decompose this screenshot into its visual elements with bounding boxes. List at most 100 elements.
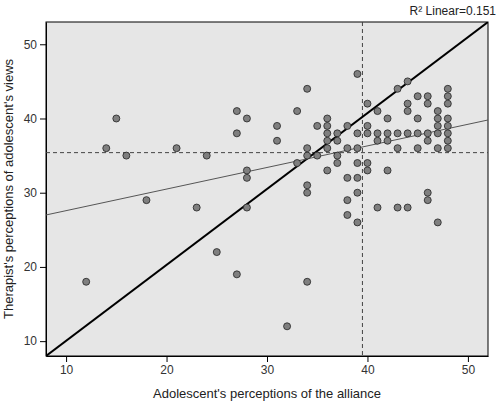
point [354,70,361,77]
point [444,93,451,100]
point [424,93,431,100]
point [424,137,431,144]
point [324,167,331,174]
point [444,145,451,152]
point [404,78,411,85]
tick: 50 [462,356,476,377]
tick-mark [40,193,46,194]
tick-mark [40,267,46,268]
point [203,152,210,159]
point [354,130,361,137]
tick-mark [468,356,469,362]
y-axis-title: Therapist's perceptions of adolescent's … [1,58,16,319]
point [243,167,250,174]
point [243,174,250,181]
point [434,122,441,129]
tick-label: 30 [261,363,275,377]
point [274,122,281,129]
point [424,130,431,137]
point [83,278,90,285]
point [243,115,250,122]
point [334,160,341,167]
tick: 40 [361,356,375,377]
point [334,130,341,137]
point [404,204,411,211]
tick: 50 [24,38,46,52]
point [324,122,331,129]
point [444,122,451,129]
mean-x-line [362,22,363,356]
point [294,108,301,115]
fit-line [46,120,488,215]
point [434,219,441,226]
tick-label: 40 [24,112,38,126]
y-axis: 10 20 30 40 50 [24,23,47,357]
marks [46,22,488,356]
tick: 30 [24,186,46,200]
tick: 10 [24,334,46,348]
point [444,137,451,144]
point [364,167,371,174]
tick-label: 10 [60,363,74,377]
point [414,93,421,100]
point [173,145,180,152]
tick-label: 10 [24,334,38,348]
annotation: R² Linear=0.151 [410,4,497,18]
point [284,323,291,330]
tick-label: 30 [24,186,38,200]
point [324,145,331,152]
point [113,115,120,122]
tick-mark [40,341,46,342]
point [304,145,311,152]
point [344,174,351,181]
point [304,278,311,285]
point [364,160,371,167]
point [384,115,391,122]
tick: 40 [24,112,46,126]
point [444,85,451,92]
tick-label: 20 [160,363,174,377]
tick-label: 50 [462,363,476,377]
point [294,160,301,167]
plot-background [46,22,488,356]
point [394,204,401,211]
tick-label: 40 [361,363,375,377]
point [434,145,441,152]
point [374,108,381,115]
point [143,197,150,204]
point [213,249,220,256]
point [404,108,411,115]
point [334,152,341,159]
point [434,115,441,122]
point [243,204,250,211]
point [314,122,321,129]
tick-mark [40,118,46,119]
point [374,130,381,137]
point [233,108,240,115]
point [414,145,421,152]
tick-label: 50 [24,38,38,52]
x-axis: 10 20 30 40 50 [47,356,489,377]
point [394,130,401,137]
point [384,130,391,137]
point [354,160,361,167]
point [444,115,451,122]
point [344,211,351,218]
point [274,137,281,144]
point [434,130,441,137]
diagonal-line [46,22,488,356]
point [364,130,371,137]
point [424,197,431,204]
tick-mark [167,356,168,362]
axis-line [46,23,47,357]
tick-mark [267,356,268,362]
point [344,145,351,152]
point [304,85,311,92]
tick: 10 [60,356,74,377]
tick: 20 [24,260,46,274]
point [384,167,391,174]
plot: 10 20 30 40 50 10 20 30 40 50 [24,22,489,377]
point [354,145,361,152]
tick-mark [40,44,46,45]
point [404,100,411,107]
